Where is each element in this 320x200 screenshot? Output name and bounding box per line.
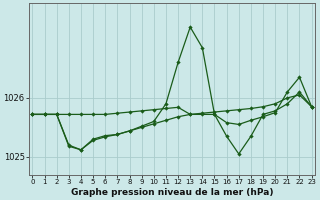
X-axis label: Graphe pression niveau de la mer (hPa): Graphe pression niveau de la mer (hPa): [71, 188, 273, 197]
